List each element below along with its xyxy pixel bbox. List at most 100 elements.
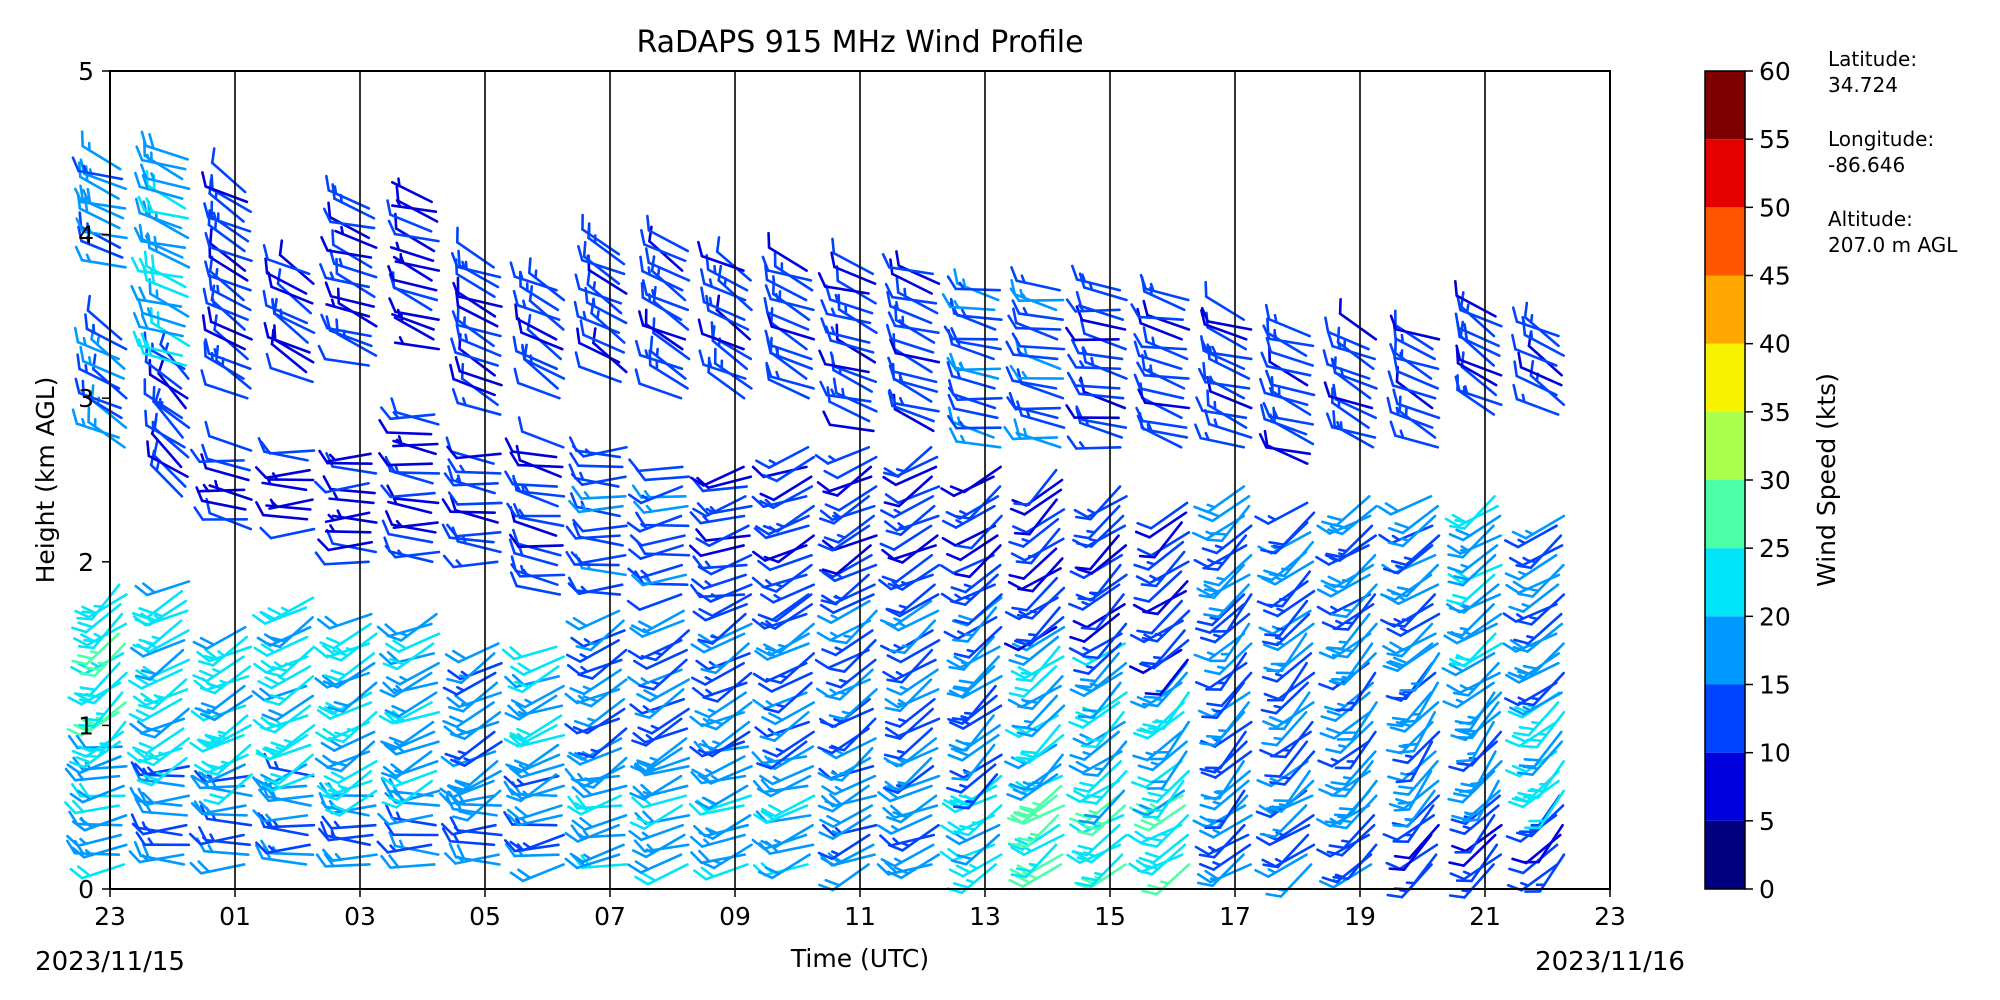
barb-full xyxy=(74,609,91,619)
wind-barb xyxy=(378,452,434,467)
barb-full xyxy=(503,737,519,748)
barb-full xyxy=(831,237,836,255)
barb-full xyxy=(266,787,278,802)
barb-full xyxy=(1012,788,1029,797)
barb-full xyxy=(888,388,897,405)
wind-barb xyxy=(137,297,186,328)
wind-barb xyxy=(1456,294,1503,328)
wind-barb xyxy=(1395,740,1434,784)
wind-barb xyxy=(571,485,627,500)
barb-staff xyxy=(1395,369,1439,390)
wind-barb xyxy=(631,717,683,747)
wind-barb xyxy=(278,239,315,285)
barb-full xyxy=(689,835,704,848)
barb-full xyxy=(1515,564,1533,570)
barb-half xyxy=(830,325,836,336)
wind-barb xyxy=(455,323,502,357)
wind-barb xyxy=(270,328,308,374)
wind-barb xyxy=(64,799,120,815)
wind-barb xyxy=(1518,671,1566,707)
wind-barb xyxy=(949,465,1002,494)
barb-staff xyxy=(637,465,684,473)
barb-full xyxy=(569,687,586,696)
wind-barb xyxy=(376,840,433,854)
barb-full xyxy=(652,285,657,303)
barb-staff xyxy=(580,553,627,565)
wind-barb xyxy=(381,519,434,544)
barb-full xyxy=(1319,732,1336,740)
wind-barb xyxy=(263,753,314,785)
barb-half xyxy=(843,634,854,639)
barb-full xyxy=(74,692,91,697)
barb-half xyxy=(833,717,843,723)
barb-full xyxy=(517,662,533,673)
barb-full xyxy=(1329,583,1347,589)
barb-staff xyxy=(213,328,249,361)
barb-full xyxy=(71,846,86,859)
barb-staff xyxy=(1396,402,1441,420)
barb-staff xyxy=(897,475,933,508)
barb-full xyxy=(817,804,834,813)
wind-barb xyxy=(1388,833,1433,872)
barb-full xyxy=(1329,793,1347,798)
barb-full xyxy=(627,567,641,580)
barb-full xyxy=(753,527,768,540)
barb-half xyxy=(461,702,471,708)
barb-full xyxy=(79,345,85,363)
barb-full xyxy=(571,444,585,458)
barb-half xyxy=(1399,627,1409,634)
wind-barb xyxy=(1449,632,1497,668)
barb-full xyxy=(821,594,836,605)
wind-barb xyxy=(633,648,688,670)
barb-full xyxy=(1203,588,1221,593)
wind-barb xyxy=(1082,740,1128,777)
barb-half xyxy=(583,853,592,861)
wind-barb xyxy=(1138,521,1183,559)
barb-half xyxy=(1267,515,1277,522)
wind-barb xyxy=(698,814,752,840)
wind-barb xyxy=(572,518,628,533)
wind-barb xyxy=(700,286,746,321)
barb-half xyxy=(461,260,467,271)
barb-half xyxy=(898,621,907,628)
barb-full xyxy=(884,861,898,874)
barb-half xyxy=(201,836,210,844)
barb-staff xyxy=(526,328,562,361)
barb-full xyxy=(317,538,330,552)
wind-barb xyxy=(1200,750,1253,779)
wind-barb xyxy=(265,352,314,384)
wind-barb xyxy=(336,287,378,328)
barb-full xyxy=(955,864,972,874)
barb-full xyxy=(1144,692,1162,696)
barb-staff xyxy=(520,430,565,449)
barb-half xyxy=(829,631,839,638)
barb-half xyxy=(958,362,966,372)
wind-barb xyxy=(1451,823,1503,853)
barb-staff xyxy=(460,377,499,407)
barb-full xyxy=(879,542,896,551)
barb-full xyxy=(1448,524,1466,530)
barb-half xyxy=(1018,610,1028,617)
barb-full xyxy=(134,618,151,627)
barb-staff xyxy=(700,254,745,272)
barb-full xyxy=(1014,686,1032,693)
barb-full xyxy=(690,771,703,785)
barb-full xyxy=(1265,807,1283,813)
wind-barb xyxy=(1068,701,1121,729)
barb-full xyxy=(627,863,643,874)
wind-barb xyxy=(760,823,814,849)
wind-barb xyxy=(636,678,691,703)
barb-full xyxy=(945,552,962,562)
barb-full xyxy=(1076,567,1094,575)
barb-full xyxy=(954,514,972,520)
barb-full xyxy=(1004,728,1021,739)
barb-full xyxy=(1259,403,1266,421)
barb-full xyxy=(628,829,643,842)
barb-full xyxy=(1004,610,1021,621)
barb-full xyxy=(948,721,965,730)
barb-full xyxy=(1326,710,1343,717)
barb-half xyxy=(1404,754,1415,759)
barb-full xyxy=(1005,366,1014,383)
barb-full xyxy=(570,473,584,487)
barb-full xyxy=(947,753,964,762)
